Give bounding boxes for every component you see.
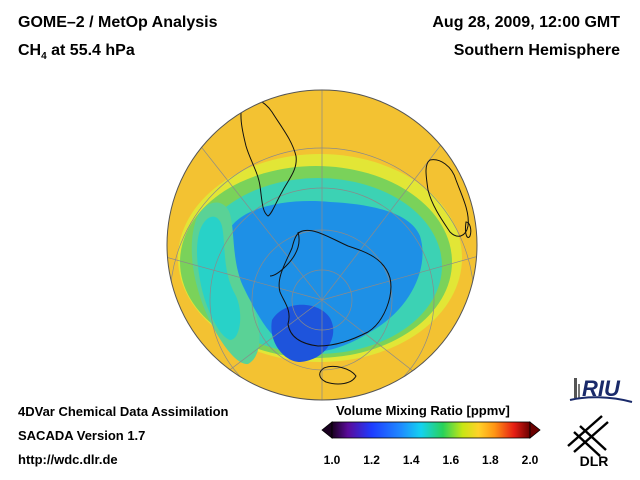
globe-edge — [166, 89, 478, 401]
graticule — [167, 90, 477, 400]
pressure-level: at 55.4 hPa — [46, 42, 135, 59]
colorbar-title: Volume Mixing Ratio [ppmv] — [336, 403, 510, 418]
polar-vortex — [226, 201, 423, 353]
colorbar-max-arrow — [529, 421, 541, 439]
colorbar-tick-label: 2.0 — [522, 453, 539, 467]
colorbar-gradient — [331, 421, 531, 439]
colorbar-tick-label: 1.0 — [324, 453, 341, 467]
dlr-logo: DLR — [567, 415, 609, 468]
title-line1: GOME–2 / MetOp Analysis — [18, 14, 218, 31]
date-time: Aug 28, 2009, 12:00 GMT — [432, 14, 620, 31]
model-label: 4DVar Chemical Data Assimilation — [18, 404, 229, 419]
madagascar-outline — [465, 221, 472, 238]
colorbar-tick-label: 1.4 — [403, 453, 420, 467]
colorbar-tick-label: 1.8 — [482, 453, 499, 467]
species-name: CH — [18, 42, 42, 59]
species-level: CH4 at 55.4 hPa — [18, 42, 135, 62]
antarctica-outline — [278, 230, 392, 347]
colorbar: 1.0 1.2 1.4 1.6 1.8 2.0 — [321, 421, 541, 467]
riu-logo: RIU — [569, 376, 633, 403]
antarctic-peninsula-outline — [269, 231, 300, 277]
species-subscript: 4 — [41, 51, 47, 63]
south-america-outline — [240, 98, 297, 217]
dlr-text: DLR — [580, 453, 609, 468]
url-label: http://wdc.dlr.de — [18, 452, 118, 467]
colorbar-min-arrow — [321, 421, 333, 439]
riu-bar-1 — [574, 378, 577, 398]
cyan-lobe — [197, 216, 241, 340]
africa-outline — [425, 159, 469, 237]
australia-outline — [319, 365, 357, 385]
hemisphere-label: Southern Hemisphere — [453, 42, 620, 59]
riu-bar-2 — [578, 384, 580, 398]
vortex-core — [271, 304, 334, 362]
riu-swoosh — [569, 396, 633, 403]
coastlines — [240, 98, 472, 385]
colorbar-tick-label: 1.6 — [442, 453, 459, 467]
colorbar-tick-label: 1.2 — [363, 453, 380, 467]
dlr-emblem — [567, 415, 609, 457]
version-label: SACADA Version 1.7 — [18, 428, 146, 443]
